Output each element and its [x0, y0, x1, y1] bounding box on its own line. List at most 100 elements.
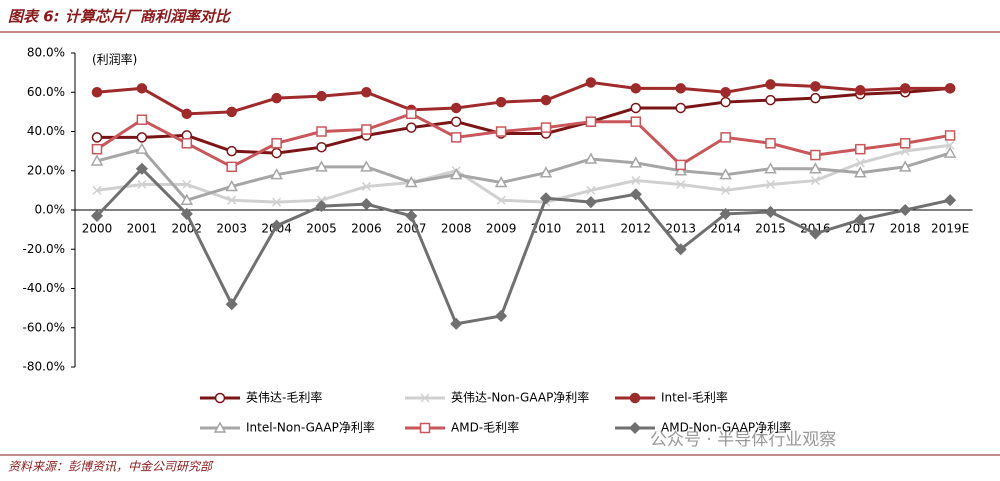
x-tick-label: 2015 [755, 222, 786, 236]
data-point [361, 124, 372, 135]
data-point [764, 162, 777, 174]
data-point [316, 141, 327, 153]
data-point [809, 227, 822, 240]
data-point [495, 126, 507, 137]
series-line [95, 166, 951, 326]
x-tick-label: 2019E [931, 222, 969, 236]
x-tick-label: 2005 [306, 222, 337, 236]
source-note: 资料来源：彭博资讯，中金公司研究部 [8, 460, 214, 474]
data-point [406, 122, 417, 133]
x-tick-label: 2000 [82, 222, 113, 236]
data-point [629, 188, 642, 201]
data-point [809, 162, 822, 174]
data-point [765, 138, 776, 149]
legend-label: AMD-Non-GAAP净利率 [661, 420, 791, 435]
data-point [855, 143, 866, 155]
data-point [360, 198, 373, 211]
x-tick-label: 2010 [531, 222, 562, 236]
data-point [361, 181, 371, 191]
data-point [720, 96, 731, 108]
data-point [719, 168, 732, 180]
data-point [765, 94, 776, 106]
x-tick-label: 2018 [890, 222, 921, 236]
data-point [226, 145, 237, 157]
data-point [270, 168, 283, 180]
data-point [91, 132, 103, 143]
data-point [450, 102, 462, 114]
data-point [586, 185, 596, 195]
data-point [719, 207, 732, 220]
y-tick-label: 80.0% [27, 46, 65, 60]
data-point [539, 166, 553, 178]
y-tick-label: -60.0% [23, 320, 65, 334]
data-point [91, 87, 103, 98]
data-point [182, 179, 192, 190]
data-point [943, 146, 957, 158]
data-point [855, 85, 866, 96]
data-point [945, 140, 955, 150]
x-tick-label: 2008 [441, 222, 472, 236]
data-point [585, 77, 597, 88]
data-point [810, 149, 821, 161]
data-point [180, 207, 193, 220]
data-point [720, 132, 731, 143]
data-point [899, 203, 912, 217]
data-point [271, 92, 282, 104]
data-point [899, 138, 911, 149]
data-point [136, 132, 148, 143]
data-point [944, 83, 956, 94]
data-point [584, 196, 597, 209]
legend-label: 英伟达-毛利率 [246, 390, 322, 405]
y-axis-label: (利润率) [92, 52, 137, 67]
data-point [810, 92, 821, 104]
data-point [90, 154, 104, 166]
y-tick-label: -80.0% [23, 360, 65, 374]
data-point [898, 160, 912, 172]
data-point [854, 166, 867, 178]
data-point [271, 138, 282, 149]
data-point [944, 130, 956, 141]
data-point [630, 83, 642, 94]
series-line [97, 86, 951, 155]
data-point [540, 122, 552, 133]
data-point [540, 94, 552, 106]
data-point [675, 102, 686, 114]
legend-marker [419, 422, 431, 434]
series-line [96, 147, 951, 202]
y-tick-label: 0.0% [35, 203, 66, 217]
legend-marker [628, 421, 642, 435]
data-point [539, 192, 553, 205]
y-tick-label: -20.0% [23, 242, 65, 256]
legend-label: 英伟达-Non-GAAP净利率 [451, 390, 589, 405]
legend-label: Intel-毛利率 [661, 390, 728, 405]
data-point [181, 138, 193, 149]
legend-label: AMD-毛利率 [451, 420, 519, 435]
data-point [225, 179, 238, 192]
series-line [96, 143, 951, 204]
data-point [450, 132, 462, 143]
x-tick-label: 2009 [486, 222, 517, 236]
data-point [810, 81, 821, 92]
data-point [406, 108, 417, 120]
y-tick-label: -40.0% [23, 281, 65, 295]
data-point [629, 156, 643, 168]
data-point [675, 83, 686, 94]
data-point [720, 87, 731, 98]
data-point [899, 83, 911, 94]
x-tick-label: 2011 [576, 222, 607, 236]
data-point [450, 317, 463, 330]
series-line [96, 80, 951, 116]
data-point [181, 108, 193, 120]
data-point [584, 152, 598, 164]
data-point [270, 219, 283, 232]
data-point [226, 161, 237, 173]
data-point [135, 162, 148, 175]
y-tick-label: 40.0% [27, 124, 65, 138]
data-point [674, 164, 687, 176]
page-title: 图表 6: 计算芯片厂商利润率对比 [8, 8, 232, 26]
x-tick-label: 2013 [665, 222, 696, 236]
data-point [810, 176, 820, 186]
data-point [764, 205, 777, 219]
x-tick-label: 2003 [216, 222, 247, 236]
